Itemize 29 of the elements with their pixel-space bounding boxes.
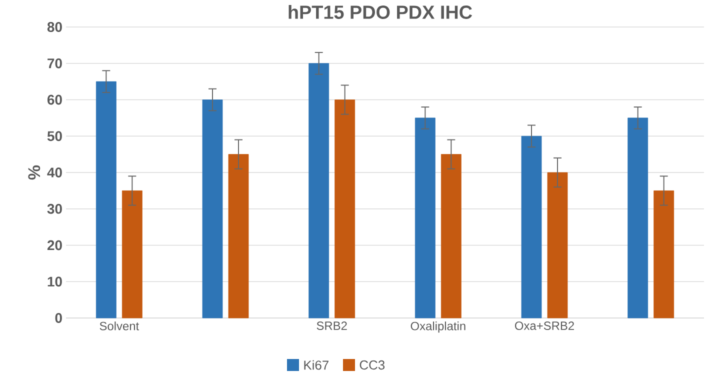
bar <box>202 100 223 318</box>
x-tick-label: Oxa+SRB2 <box>514 322 574 330</box>
legend-label: Ki67 <box>304 360 328 370</box>
chart-title: hPT15 PDO PDX IHC <box>288 5 472 19</box>
y-tick-label: 50 <box>47 131 62 142</box>
bar <box>654 190 674 318</box>
bar <box>414 118 436 318</box>
y-tick-label: 20 <box>47 240 62 250</box>
bar <box>547 172 568 318</box>
y-tick-label: 10 <box>48 276 62 287</box>
x-tick-label: Solvent <box>100 322 140 330</box>
bar <box>122 190 142 318</box>
y-tick-label: 40 <box>47 168 62 178</box>
x-tick-label: SRB2 <box>316 322 347 330</box>
y-tick-label: 30 <box>47 204 62 214</box>
y-tick-label: 0 <box>55 313 62 323</box>
bar <box>628 118 648 318</box>
x-tick-label: Oxaliplatin <box>410 322 466 333</box>
y-tick-label: 80 <box>47 22 62 32</box>
bar <box>96 81 116 318</box>
bar <box>440 154 462 318</box>
y-tick-label: 60 <box>47 94 62 105</box>
bar <box>521 136 542 318</box>
bar <box>308 63 330 318</box>
bar <box>228 154 249 318</box>
bar <box>334 100 356 318</box>
legend-label: CC3 <box>360 360 385 370</box>
y-axis-title: % <box>28 165 40 180</box>
y-tick-label: 70 <box>48 58 62 68</box>
